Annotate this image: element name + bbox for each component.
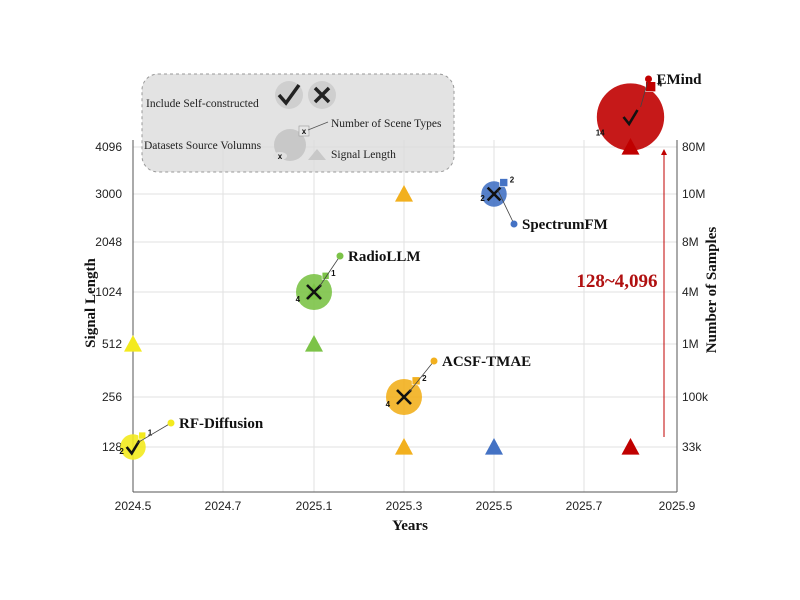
leader-dot <box>167 419 175 427</box>
check-icon <box>125 439 141 456</box>
leader-line <box>319 255 341 287</box>
signal-length-triangle <box>124 335 142 352</box>
source-volume-count: 4 <box>386 400 391 409</box>
leader-dot <box>645 75 652 83</box>
legend-box <box>141 73 455 173</box>
legend: Include Self-constructed x x Number of S… <box>141 73 455 173</box>
source-volume-count: 4 <box>296 295 301 304</box>
x-tick-label: 2025.7 <box>566 499 603 513</box>
scene-type-count: 2 <box>510 176 515 185</box>
signal-length-triangle <box>485 438 503 455</box>
y2-tick-labels: 33k 100k 1M 4M 8M 10M 80M <box>682 140 709 454</box>
source-volume-count: 2 <box>119 447 124 456</box>
cross-icon <box>486 186 502 202</box>
signal-length-markers <box>124 138 640 455</box>
model-label: ACSF-TMAE <box>442 354 531 370</box>
scene-type-count: 2 <box>422 374 427 383</box>
source-volume-circle <box>120 434 146 460</box>
legend-label-scene-types: Number of Scene Types <box>331 118 442 130</box>
scene-type-count: 4 <box>658 80 663 89</box>
legend-triangle-icon <box>308 149 326 160</box>
signal-length-triangle <box>621 438 640 455</box>
leader-dot <box>336 252 344 260</box>
y2-tick-label: 4M <box>682 285 699 299</box>
scene-type-badge <box>138 431 147 440</box>
model-marker: 2 2 SpectrumFM <box>480 176 607 233</box>
model-marker: 4 14 EMind <box>596 72 702 151</box>
source-volume-count: 14 <box>596 129 605 138</box>
y2-tick-label: 100k <box>682 390 709 404</box>
y-axis-title: Signal Length <box>83 258 99 348</box>
y2-tick-label: 1M <box>682 337 699 351</box>
x-tick-label: 2025.5 <box>476 499 513 513</box>
legend-volume-circle-icon: x x <box>273 125 310 161</box>
x-axis-title: Years <box>392 518 428 534</box>
y-tick-label: 128 <box>102 440 122 454</box>
y-tick-label: 4096 <box>95 140 122 154</box>
x-tick-label: 2025.3 <box>386 499 423 513</box>
y2-tick-label: 33k <box>682 440 702 454</box>
scene-type-count: 1 <box>148 429 153 438</box>
y2-tick-label: 10M <box>682 187 705 201</box>
legend-label-self-constructed: Include Self-constructed <box>146 98 259 110</box>
legend-leader-line <box>307 121 329 131</box>
x-tick-label: 2025.1 <box>296 499 333 513</box>
x-tick-label: 2024.7 <box>205 499 242 513</box>
range-annotation: 128~4,096 <box>576 271 657 292</box>
signal-length-triangle <box>305 335 323 352</box>
legend-label-source-volumes: Datasets Source Volumns <box>144 140 262 152</box>
legend-label-signal-length: Signal Length <box>331 149 396 161</box>
y2-axis-title: Number of Samples <box>704 227 720 354</box>
scene-type-badge <box>499 178 509 187</box>
legend-cross-icon <box>308 81 336 109</box>
y-tick-label: 3000 <box>95 187 122 201</box>
y2-tick-label: 80M <box>682 140 705 154</box>
check-icon <box>622 109 639 127</box>
scene-type-count: 1 <box>331 269 336 278</box>
y2-tick-label: 8M <box>682 235 699 249</box>
model-marker: 1 4 RadioLLM <box>296 249 421 310</box>
signal-length-triangle <box>395 185 413 202</box>
svg-text:x: x <box>302 127 307 136</box>
leader-line <box>136 422 172 444</box>
y-tick-label: 2048 <box>95 235 122 249</box>
y-tick-label: 512 <box>102 337 122 351</box>
x-tick-label: 2024.5 <box>115 499 152 513</box>
source-volume-count: 2 <box>480 194 485 203</box>
x-tick-labels: 2024.5 2024.7 2025.1 2025.3 2025.5 2025.7 2025… <box>115 499 696 513</box>
y-tick-labels: 128 256 512 1024 2048 3000 4096 <box>95 140 122 454</box>
leader-line <box>409 360 435 392</box>
legend-check-icon <box>275 81 303 109</box>
leader-dot <box>430 357 438 365</box>
x-tick-label: 2025.9 <box>659 499 696 513</box>
scene-type-badge <box>411 376 421 386</box>
leader-line <box>497 190 515 225</box>
y-tick-label: 256 <box>102 390 122 404</box>
model-marker: 2 4 ACSF-TMAE <box>386 354 531 415</box>
model-markers: 12RF-Diffusion14RadioLLM24ACSF-TMAE22Spe… <box>119 72 702 460</box>
cross-icon <box>396 389 412 405</box>
signal-length-triangle <box>395 438 413 455</box>
cross-icon <box>306 284 322 300</box>
source-volume-circle <box>596 83 665 151</box>
model-label: EMind <box>657 72 703 88</box>
scene-type-badge <box>321 271 330 280</box>
leader-line <box>640 78 649 108</box>
leader-dot <box>510 220 518 228</box>
y-tick-label: 1024 <box>95 285 122 299</box>
model-label: SpectrumFM <box>522 217 608 233</box>
model-marker: 1 2 RF-Diffusion <box>119 416 264 460</box>
model-label: RF-Diffusion <box>179 416 264 432</box>
model-label: RadioLLM <box>348 249 421 265</box>
svg-text:x: x <box>278 152 283 161</box>
